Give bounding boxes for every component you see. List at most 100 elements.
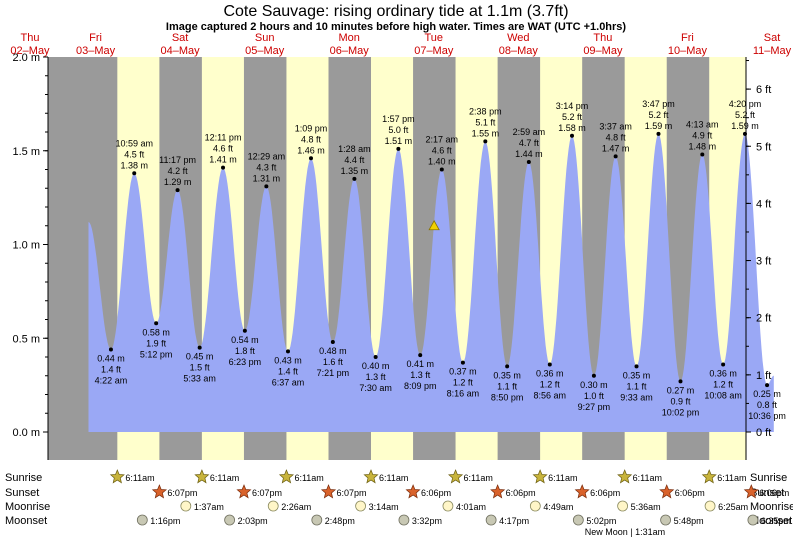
high-tide-dot xyxy=(613,154,618,159)
day-date: 11–May xyxy=(753,45,792,57)
sunset-icon xyxy=(236,484,252,499)
low-tide-time: 9:27 pm xyxy=(578,402,611,412)
sunrise-time: 6:11am xyxy=(210,473,239,483)
low-tide-meters: 0.44 m xyxy=(97,354,125,364)
high-tide-time: 11:17 pm xyxy=(159,155,196,165)
high-tide-dot xyxy=(264,184,269,189)
row-label-left-sunrise: Sunrise xyxy=(5,472,42,484)
right-tick-label: 0 ft xyxy=(756,427,771,439)
moonset-time: 5:48pm xyxy=(674,516,704,526)
moonset-time: 2:03pm xyxy=(238,516,268,526)
high-tide-meters: 1.59 m xyxy=(645,121,673,131)
right-tick-label: 2 ft xyxy=(756,313,771,325)
low-tide-dot xyxy=(591,373,596,378)
sun-moon-rows: Sunrise Sunrise Sunset Sunset Moonrise Moonri… xyxy=(5,469,793,537)
high-tide-time: 10:59 am xyxy=(115,138,153,148)
moonset-icon xyxy=(398,514,410,526)
low-tide-dot xyxy=(373,355,378,359)
day-date: 03–May xyxy=(76,45,116,57)
sunset-icon xyxy=(320,484,337,499)
moonset-time: 5:02pm xyxy=(586,516,616,526)
high-tide-meters: 1.48 m xyxy=(689,142,717,152)
high-tide-time: 12:29 am xyxy=(248,151,286,161)
low-tide-feet: 1.3 ft xyxy=(366,372,387,382)
day-date: 04–May xyxy=(161,45,201,57)
low-tide-feet: 1.6 ft xyxy=(323,357,344,367)
sunrise-icon xyxy=(532,469,548,484)
low-tide-meters: 0.48 m xyxy=(319,346,347,356)
high-tide-feet: 5.2 ft xyxy=(562,112,583,122)
day-name: Wed xyxy=(507,32,529,44)
water-area-path xyxy=(88,133,774,432)
high-tide-meters: 1.44 m xyxy=(515,149,543,159)
high-tide-time: 3:37 am xyxy=(599,121,632,131)
sunset-icon xyxy=(405,484,421,499)
high-tide-feet: 4.6 ft xyxy=(213,144,234,154)
day-name: Mon xyxy=(339,32,360,44)
sunset-time: 6:06pm xyxy=(421,488,451,498)
moonset-time: 2:48pm xyxy=(325,516,355,526)
row-label-right-moonset: Moonset xyxy=(750,515,792,527)
high-tide-meters: 1.46 m xyxy=(297,145,325,155)
sunset-icon xyxy=(490,484,506,499)
low-tide-time: 5:12 pm xyxy=(140,349,173,359)
low-tide-meters: 0.35 m xyxy=(623,370,651,380)
moonset-time: 1:16pm xyxy=(150,516,180,526)
moonrise-time: 2:26am xyxy=(281,502,311,512)
low-tide-time: 8:50 pm xyxy=(491,392,524,402)
high-tide-feet: 5.0 ft xyxy=(388,125,409,135)
low-tide-feet: 1.3 ft xyxy=(410,370,431,380)
low-tide-feet: 1.1 ft xyxy=(627,381,648,391)
low-tide-dot xyxy=(634,364,639,369)
low-tide-time: 10:36 pm xyxy=(748,411,786,421)
low-tide-feet: 0.9 ft xyxy=(670,396,691,406)
day-name: Tue xyxy=(425,32,444,44)
low-tide-feet: 1.2 ft xyxy=(713,380,734,390)
high-tide-time: 1:28 am xyxy=(338,144,371,154)
high-tide-feet: 4.7 ft xyxy=(519,138,540,148)
moonset-time: 3:32pm xyxy=(412,516,442,526)
low-tide-dot xyxy=(678,379,683,384)
low-tide-dot xyxy=(765,383,770,388)
sunrise-time: 6:11am xyxy=(464,473,493,483)
low-tide-meters: 0.43 m xyxy=(274,355,302,365)
current-tide-triangle xyxy=(428,219,440,231)
low-tide-meters: 0.35 m xyxy=(493,370,521,380)
high-tide-meters: 1.38 m xyxy=(120,160,148,170)
low-tide-time: 6:23 pm xyxy=(229,357,262,367)
high-tide-meters: 1.40 m xyxy=(428,157,456,167)
day-name: Fri xyxy=(681,32,694,44)
high-tide-meters: 1.29 m xyxy=(164,177,192,187)
moonset-icon xyxy=(747,514,759,526)
moonset-time: 4:17pm xyxy=(499,516,529,526)
low-tide-feet: 1.0 ft xyxy=(584,391,605,401)
high-tide-dot xyxy=(396,146,401,151)
low-tide-feet: 0.8 ft xyxy=(757,400,778,410)
low-tide-meters: 0.54 m xyxy=(231,335,259,345)
day-name: Sun xyxy=(255,32,275,44)
current-tide-marker xyxy=(428,219,440,231)
sunset-icon xyxy=(743,484,759,499)
sunrise-time: 6:11am xyxy=(633,473,662,483)
low-tide-time: 7:30 am xyxy=(359,383,392,393)
low-tide-time: 4:22 am xyxy=(95,376,128,386)
low-tide-dot xyxy=(460,360,465,365)
low-tide-feet: 1.5 ft xyxy=(190,363,211,373)
water-area xyxy=(88,133,774,432)
low-tide-dot xyxy=(242,328,247,333)
day-date: 06–May xyxy=(330,45,370,57)
high-tide-time: 1:09 pm xyxy=(295,123,328,133)
sunset-time: 6:06pm xyxy=(590,488,620,498)
sunrise-icon xyxy=(701,469,717,484)
high-tide-feet: 5.2 ft xyxy=(735,110,756,120)
high-tide-dot xyxy=(742,131,747,136)
low-tide-dot xyxy=(285,349,290,354)
high-tide-dot xyxy=(656,131,661,136)
high-tide-meters: 1.55 m xyxy=(472,128,500,138)
right-tick-label: 3 ft xyxy=(756,256,771,268)
high-tide-time: 4:13 am xyxy=(686,120,719,130)
chart-subtitle: Image captured 2 hours and 10 minutes be… xyxy=(166,21,627,33)
low-tide-time: 10:08 am xyxy=(704,391,742,401)
axes: 0.0 m 0.5 m 1.0 m 1.5 m 2.0 m 0 ft 1 ft 2 ft 3 f… xyxy=(12,52,771,460)
